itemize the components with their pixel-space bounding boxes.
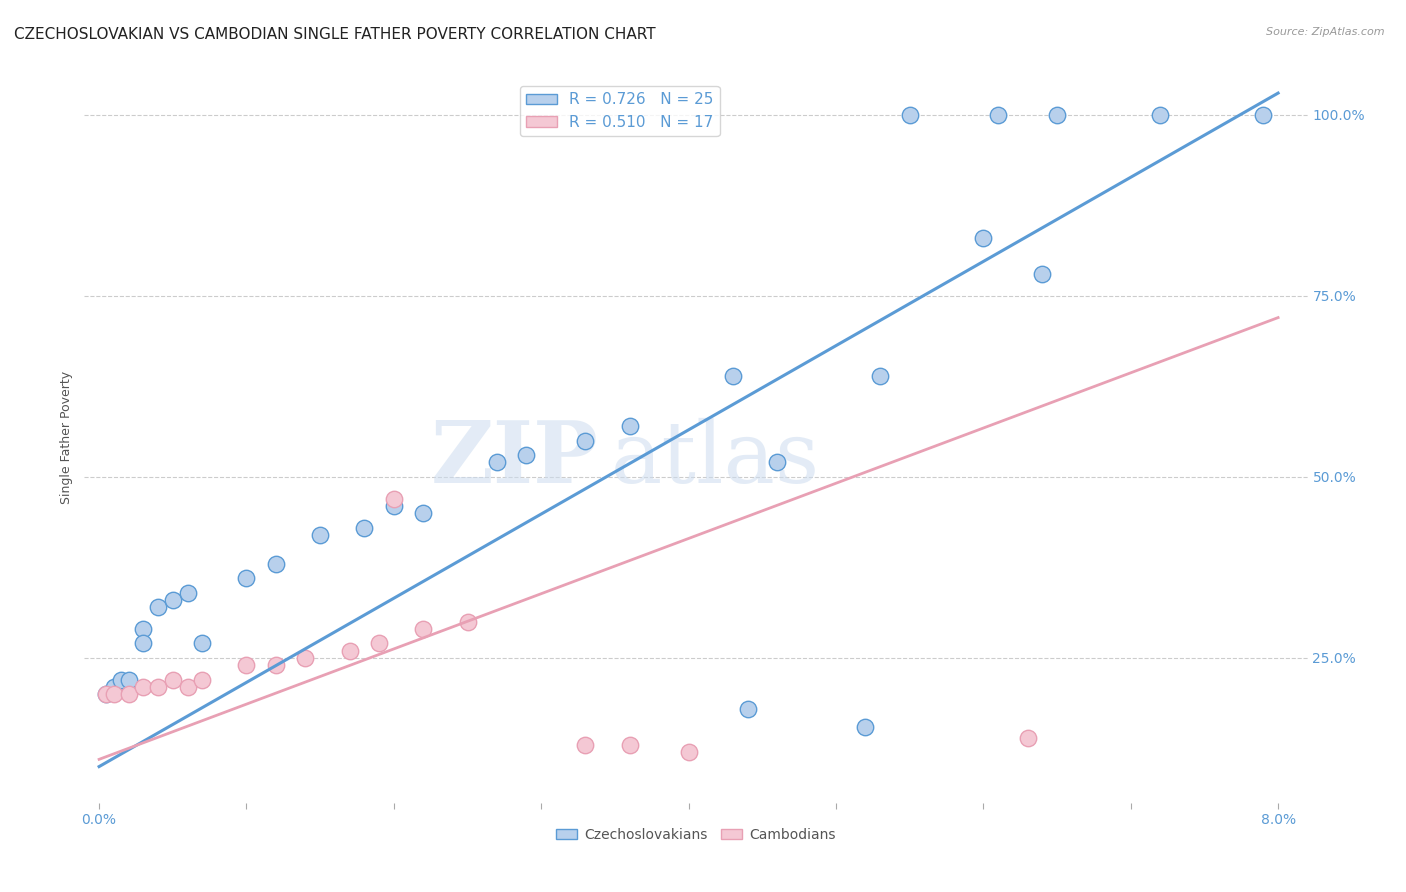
- Point: [191, 673, 214, 687]
- Point: [457, 615, 479, 629]
- Point: [162, 593, 184, 607]
- Point: [235, 658, 257, 673]
- Point: [972, 231, 994, 245]
- Point: [1017, 731, 1039, 745]
- Point: [96, 687, 118, 701]
- Point: [96, 687, 118, 701]
- Y-axis label: Single Father Poverty: Single Father Poverty: [59, 370, 73, 504]
- Point: [869, 368, 891, 383]
- Point: [117, 673, 139, 687]
- Text: Source: ZipAtlas.com: Source: ZipAtlas.com: [1267, 27, 1385, 37]
- Point: [1046, 108, 1069, 122]
- Point: [855, 720, 877, 734]
- Point: [678, 745, 700, 759]
- Point: [382, 491, 405, 506]
- Point: [110, 673, 132, 687]
- Point: [117, 687, 139, 701]
- Text: ZIP: ZIP: [430, 417, 598, 501]
- Point: [264, 658, 287, 673]
- Point: [264, 557, 287, 571]
- Point: [294, 651, 316, 665]
- Point: [368, 636, 391, 650]
- Legend: Czechoslovakians, Cambodians: Czechoslovakians, Cambodians: [551, 822, 841, 847]
- Point: [574, 434, 596, 448]
- Point: [412, 506, 434, 520]
- Point: [1149, 108, 1171, 122]
- Point: [1253, 108, 1275, 122]
- Point: [132, 636, 155, 650]
- Point: [176, 680, 198, 694]
- Point: [339, 644, 361, 658]
- Point: [191, 636, 214, 650]
- Point: [1031, 267, 1053, 281]
- Point: [766, 455, 789, 469]
- Point: [898, 108, 921, 122]
- Point: [132, 622, 155, 636]
- Point: [574, 738, 596, 752]
- Point: [353, 520, 375, 534]
- Point: [103, 680, 125, 694]
- Point: [485, 455, 508, 469]
- Point: [382, 499, 405, 513]
- Point: [721, 368, 744, 383]
- Point: [515, 448, 537, 462]
- Point: [103, 687, 125, 701]
- Text: CZECHOSLOVAKIAN VS CAMBODIAN SINGLE FATHER POVERTY CORRELATION CHART: CZECHOSLOVAKIAN VS CAMBODIAN SINGLE FATH…: [14, 27, 655, 42]
- Point: [619, 738, 641, 752]
- Point: [235, 571, 257, 585]
- Point: [309, 528, 332, 542]
- Text: atlas: atlas: [610, 417, 820, 500]
- Point: [987, 108, 1010, 122]
- Point: [412, 622, 434, 636]
- Point: [619, 419, 641, 434]
- Point: [162, 673, 184, 687]
- Point: [132, 680, 155, 694]
- Point: [737, 701, 759, 715]
- Point: [146, 600, 169, 615]
- Point: [176, 586, 198, 600]
- Point: [146, 680, 169, 694]
